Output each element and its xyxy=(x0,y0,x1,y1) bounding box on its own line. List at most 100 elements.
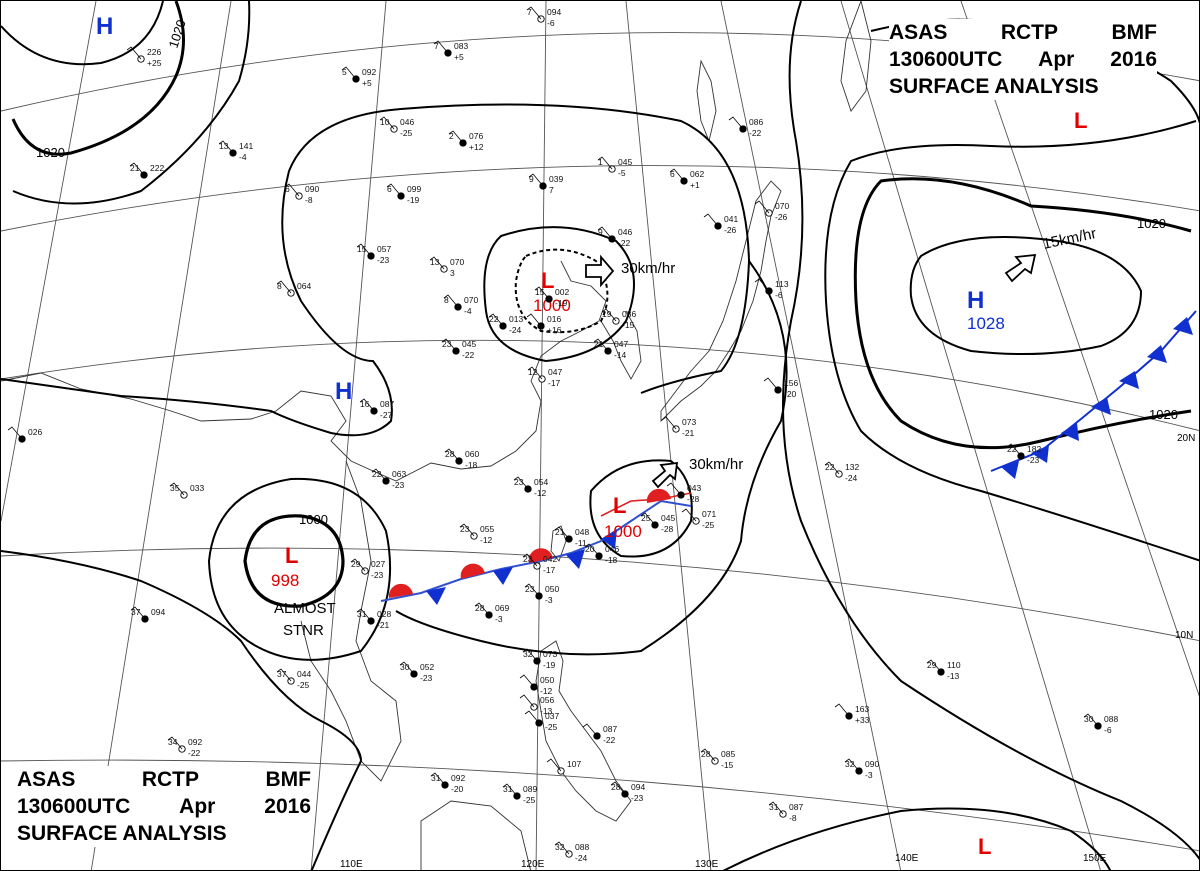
station-temperature: 8 xyxy=(444,295,449,305)
station-plot: 28 060-18 xyxy=(444,448,479,470)
low-center-icon: L xyxy=(613,493,626,518)
wind-barb-icon xyxy=(284,183,300,197)
isobar-center-ring xyxy=(483,226,635,363)
isobar-small-low-japan xyxy=(589,459,693,558)
wind-barb-icon xyxy=(584,543,600,557)
station-tendency: -25 xyxy=(702,520,715,530)
station-temperature: 5 xyxy=(342,67,347,77)
station-plot: 37 094 xyxy=(130,606,165,623)
station-pressure: 033 xyxy=(190,483,204,493)
agency-code: ASAS xyxy=(17,768,76,791)
wind-barb-icon xyxy=(703,213,719,227)
coast-korea xyxy=(600,310,642,380)
station-tendency: -4 xyxy=(464,306,472,316)
station-pressure: 039 xyxy=(549,174,563,184)
station-temperature: 15 xyxy=(357,244,367,254)
station-tendency: -23 xyxy=(1027,455,1040,465)
wind-barb-icon xyxy=(126,46,142,60)
station-pressure: 094 xyxy=(631,782,645,792)
station-plot: 30 052-23 xyxy=(399,661,434,683)
cold-front-triangle xyxy=(426,587,446,605)
station-temperature: 6 xyxy=(670,169,675,179)
longitude-label: 140E xyxy=(895,853,919,864)
station-plot: 23 054-12 xyxy=(513,476,548,498)
cold-front-triangle xyxy=(601,529,617,549)
station-temperature: 32 xyxy=(845,759,855,769)
latitude-label: 20N xyxy=(1177,433,1195,444)
station-pressure: 222 xyxy=(150,163,164,173)
cold-front-triangle xyxy=(1001,461,1019,479)
station-pressure: 099 xyxy=(407,184,421,194)
wind-barb-icon xyxy=(593,338,609,352)
station-pressure: 088 xyxy=(1104,714,1118,724)
valid-year: 2016 xyxy=(264,795,311,818)
station-temperature: 32 xyxy=(523,649,533,659)
station-tendency: -19 xyxy=(407,195,420,205)
station-tendency: +33 xyxy=(855,715,870,725)
station-pressure: 043 xyxy=(687,483,701,493)
station-plot: 163+33 xyxy=(834,703,870,725)
station-pressure: 092 xyxy=(451,773,465,783)
latitude-label: 10N xyxy=(1175,630,1193,641)
isobar-east-high-1020 xyxy=(853,177,1192,450)
warm-front-semicircle xyxy=(646,488,671,503)
wind-barb-icon xyxy=(926,659,942,673)
station-pressure: 141 xyxy=(239,141,253,151)
wind-barb-icon xyxy=(524,583,540,597)
wind-barb-icon xyxy=(443,294,459,308)
valid-time: 130600UTC xyxy=(889,48,1003,71)
station-plot: 31 028-21 xyxy=(356,608,391,630)
station-tendency: -5 xyxy=(618,168,626,178)
station-tendency: +1 xyxy=(690,180,700,190)
station-plot: 25 045-28 xyxy=(640,512,675,534)
station-tendency: -22 xyxy=(462,350,475,360)
station-temperature: 23 xyxy=(460,524,470,534)
wind-barb-icon xyxy=(341,66,357,80)
station-tendency: -6 xyxy=(547,18,555,28)
station-tendency: +5 xyxy=(362,78,372,88)
station-tendency: -8 xyxy=(305,195,313,205)
wind-barb-icon xyxy=(356,243,372,257)
station-pressure: 047 xyxy=(548,367,562,377)
station-pressure: 013 xyxy=(509,314,523,324)
station-pressure: 062 xyxy=(690,169,704,179)
wind-barb-icon xyxy=(130,606,146,620)
station-plot: 026 xyxy=(7,426,42,443)
station-temperature: 7 xyxy=(527,7,532,17)
station-pressure: 087 xyxy=(603,724,617,734)
station-plot: 37 044-25 xyxy=(276,668,311,690)
station-plot: 21 047-14 xyxy=(593,338,628,360)
isobar-value-label: 1020 xyxy=(1137,216,1166,231)
station-plot: 29 110-13 xyxy=(926,659,961,681)
station-tendency: -23 xyxy=(371,570,384,580)
wind-barb-icon xyxy=(276,668,292,682)
isobar-value-label: 1020 xyxy=(166,18,189,50)
station-pressure: 073 xyxy=(543,649,557,659)
station-plot: 113-6 xyxy=(754,278,789,300)
station-plot: 28 069-3 xyxy=(474,602,509,624)
station-tendency: -12 xyxy=(540,686,553,696)
station-plot: 23 055-12 xyxy=(459,523,494,545)
isobar-nw-outer xyxy=(12,1,251,205)
station-pressure: 107 xyxy=(567,759,581,769)
wind-barb-icon xyxy=(7,426,23,440)
station-code: RCTP xyxy=(1000,21,1059,44)
cold-front-triangle xyxy=(1061,423,1079,441)
isobar-far-south xyxy=(1,550,363,870)
wind-barb-icon xyxy=(474,602,490,616)
station-pressure: 064 xyxy=(297,281,311,291)
station-tendency: -25 xyxy=(400,128,413,138)
station-tendency: +16 xyxy=(547,325,562,335)
station-pressure: 087 xyxy=(380,399,394,409)
station-pressure: 094 xyxy=(547,7,561,17)
station-tendency: -24 xyxy=(575,853,588,863)
isobar-bottom-right xyxy=(722,807,1112,870)
isobar-sw-low-1000 xyxy=(243,514,345,608)
wind-barb-icon xyxy=(666,482,682,496)
station-plot: 16 087-27 xyxy=(359,398,394,420)
title-line-3: SURFACE ANALYSIS xyxy=(889,73,1157,100)
station-temperature: 28 xyxy=(475,603,485,613)
warm-front-semicircle xyxy=(388,583,413,598)
